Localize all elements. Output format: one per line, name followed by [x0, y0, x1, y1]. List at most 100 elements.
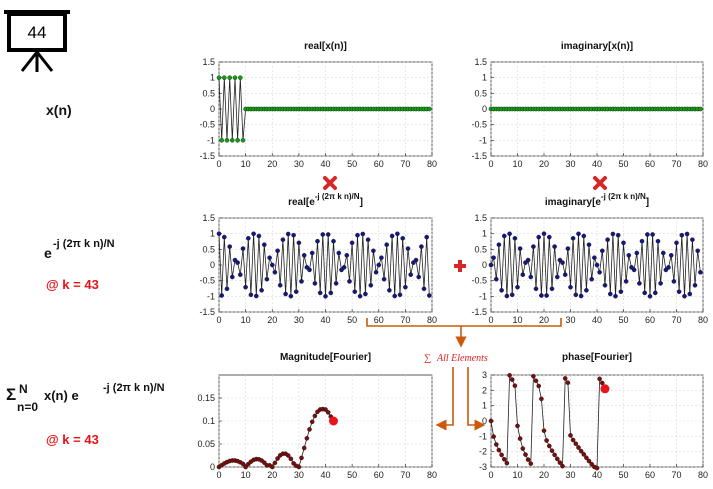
x-tick-label: 40 — [592, 159, 602, 169]
label-xn: x(n) — [46, 102, 72, 118]
data-point — [512, 383, 518, 389]
data-point — [325, 232, 331, 237]
data-point — [536, 234, 542, 240]
data-point — [576, 445, 581, 450]
data-point — [323, 407, 328, 412]
y-tick-label: 0 — [210, 260, 215, 270]
label-exponential: e -j (2π k n)/N — [44, 238, 115, 261]
data-point — [219, 137, 224, 143]
x-tick-label: 70 — [400, 315, 410, 325]
data-point — [602, 282, 608, 288]
data-point — [333, 281, 339, 286]
data-point — [650, 232, 655, 237]
x-tick-label: 0 — [216, 159, 221, 169]
x-tick-label: 50 — [618, 470, 628, 480]
data-point — [658, 281, 663, 286]
data-point — [507, 231, 512, 237]
data-point — [541, 231, 547, 236]
data-point — [424, 234, 430, 240]
y-tick-label: 0 — [210, 104, 215, 114]
data-point — [618, 289, 624, 295]
data-point — [269, 262, 275, 268]
data-point — [288, 456, 294, 462]
data-point — [488, 262, 494, 268]
chart-title-text: imaginary[e — [545, 197, 602, 208]
data-point — [261, 460, 267, 465]
x-tick-label: 10 — [241, 315, 251, 325]
data-point — [544, 438, 549, 443]
data-point — [528, 461, 534, 466]
y-tick-label: 0.1 — [202, 416, 215, 426]
data-point — [589, 276, 595, 282]
data-point — [573, 292, 579, 298]
data-point — [565, 380, 571, 386]
y-tick-label: -0.5 — [471, 120, 487, 130]
data-point — [331, 238, 336, 244]
data-point — [592, 255, 597, 261]
data-point — [541, 428, 547, 434]
data-point — [320, 232, 326, 237]
x-tick-label: 20 — [539, 470, 549, 480]
sum-lower-limit: n=0 — [17, 400, 38, 414]
data-point — [253, 293, 259, 299]
data-point — [525, 257, 531, 263]
x-tick-label: 50 — [347, 159, 357, 169]
data-point — [392, 293, 398, 299]
data-point — [568, 433, 573, 438]
data-point — [676, 289, 682, 295]
data-point — [285, 453, 291, 458]
data-point — [389, 233, 395, 239]
data-point — [692, 282, 698, 288]
x-tick-label: 50 — [618, 315, 628, 325]
data-point — [352, 289, 358, 295]
data-point — [395, 231, 400, 237]
x-tick-label: 20 — [539, 159, 549, 169]
data-point — [269, 464, 275, 470]
data-point — [336, 250, 342, 256]
sum-symbol: ∑ — [424, 353, 431, 364]
data-point — [275, 456, 280, 461]
chart-title-text: real[e — [288, 197, 315, 208]
data-point — [285, 231, 291, 237]
data-point — [261, 242, 267, 247]
y-tick-label: -1 — [479, 431, 487, 441]
data-point — [221, 234, 227, 240]
data-point — [501, 456, 507, 462]
x-tick-label: 80 — [698, 159, 708, 169]
data-point — [235, 137, 240, 143]
data-point — [301, 445, 307, 451]
highlight-point-k43 — [328, 416, 338, 426]
data-point — [216, 231, 222, 236]
data-point — [309, 419, 315, 425]
data-point — [531, 373, 536, 379]
data-point — [586, 458, 592, 464]
x-tick-label: 60 — [645, 159, 655, 169]
data-point — [299, 455, 304, 461]
x-tick-label: 50 — [347, 315, 357, 325]
data-point — [347, 279, 352, 284]
data-point — [355, 232, 360, 238]
y-tick-label: -1.5 — [199, 307, 215, 317]
data-point — [520, 446, 526, 451]
data-point — [597, 269, 602, 275]
data-point — [416, 274, 422, 280]
data-point — [371, 248, 376, 254]
data-point — [501, 233, 507, 239]
data-point — [560, 260, 565, 265]
chart-imaginary-exponential: 1.510.50-0.5-1-1.50 10 20 30 40 50 60 70 80imagi… — [471, 192, 708, 325]
data-point — [655, 238, 661, 244]
data-point — [224, 286, 230, 292]
data-point — [288, 293, 294, 299]
x-tick-label: 40 — [320, 159, 330, 169]
data-point — [408, 272, 414, 278]
data-point — [240, 137, 246, 143]
data-point — [496, 242, 502, 247]
data-point — [264, 276, 270, 282]
data-point — [224, 137, 230, 143]
data-point — [328, 290, 334, 296]
data-point — [426, 106, 432, 112]
data-point — [381, 276, 387, 282]
x-tick-label: 30 — [565, 159, 575, 169]
y-tick-label: 0 — [210, 462, 215, 472]
